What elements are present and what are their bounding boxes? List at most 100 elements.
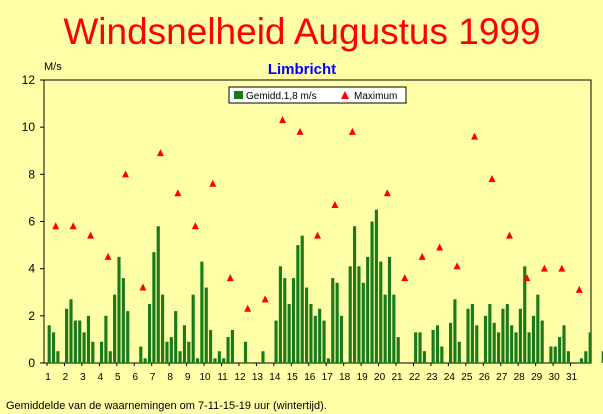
maximum-marker [418, 252, 426, 260]
x-tick-label: 24 [444, 372, 456, 383]
bar [483, 315, 488, 363]
bar [296, 245, 300, 363]
bar [300, 235, 304, 363]
maximum-marker [523, 274, 531, 282]
y-axis: 0 2 4 6 8 10 12 [22, 73, 44, 370]
bar [331, 278, 335, 363]
bar [584, 351, 588, 363]
y-tick-label: 10 [22, 120, 36, 134]
bar [139, 346, 143, 363]
bar [558, 337, 562, 363]
x-tick-label: 16 [304, 372, 316, 383]
bar [47, 325, 51, 363]
bar [353, 226, 357, 363]
bar [305, 287, 309, 363]
x-tick-label: 17 [322, 372, 334, 383]
bar [453, 299, 457, 363]
x-tick-label: 1 [45, 372, 51, 383]
maximum-marker [453, 262, 461, 270]
bar [191, 294, 195, 363]
bar-series [47, 209, 603, 363]
bar [579, 358, 584, 363]
maximum-marker [174, 189, 182, 197]
maximum-marker [122, 170, 130, 178]
maximum-series [52, 116, 583, 312]
bar [261, 351, 265, 363]
maximum-marker [52, 222, 60, 230]
x-tick-label: 8 [167, 372, 173, 383]
bar [361, 282, 365, 363]
bar [518, 308, 522, 363]
maximum-marker [296, 127, 304, 135]
bar [422, 351, 426, 363]
bar [283, 278, 287, 363]
bar [126, 311, 130, 363]
maximum-marker [488, 175, 496, 183]
bar [379, 261, 383, 363]
maximum-marker [348, 127, 356, 135]
x-tick-label: 20 [374, 372, 386, 383]
bar [187, 341, 191, 363]
bar [209, 329, 213, 363]
bar [86, 315, 91, 363]
x-tick-label: 29 [531, 372, 543, 383]
x-tick-label: 27 [496, 372, 508, 383]
bar [510, 325, 514, 363]
maximum-marker [156, 149, 164, 157]
x-tick-label: 13 [252, 372, 264, 383]
bar [65, 308, 69, 363]
bar [357, 266, 361, 363]
maximum-marker [69, 222, 77, 230]
bar [488, 304, 492, 363]
bar [274, 320, 278, 363]
bar [78, 320, 82, 363]
x-tick-label: 4 [98, 372, 104, 383]
bar [383, 294, 387, 363]
x-tick-label: 15 [287, 372, 299, 383]
bar [51, 332, 56, 363]
x-tick-label: 31 [566, 372, 578, 383]
maximum-marker [383, 189, 391, 197]
maximum-marker [261, 295, 269, 303]
bar [396, 337, 400, 363]
bar [501, 308, 505, 363]
maximum-marker [244, 304, 252, 312]
maximum-marker [331, 200, 339, 208]
bar [222, 358, 226, 363]
x-tick-label: 9 [185, 372, 191, 383]
bar [147, 304, 152, 363]
bar [213, 358, 217, 363]
x-tick-label: 7 [150, 372, 156, 383]
maximum-marker [436, 243, 444, 251]
bar [174, 311, 178, 363]
bar [536, 294, 540, 363]
bar [418, 332, 422, 363]
legend-maximum-marker [341, 91, 349, 99]
bar [287, 304, 291, 363]
y-axis-label: M/s [44, 61, 62, 73]
x-tick-label: 23 [426, 372, 438, 383]
bar [322, 320, 326, 363]
bar [348, 266, 352, 363]
bar [466, 308, 470, 363]
bar [195, 358, 200, 363]
maximum-marker [87, 231, 95, 239]
maximum-marker [540, 264, 548, 272]
bar [56, 351, 60, 363]
bar [200, 261, 204, 363]
x-tick-label: 14 [269, 372, 281, 383]
bar [431, 329, 435, 363]
x-tick-label: 5 [115, 372, 121, 383]
bar [156, 226, 160, 363]
x-tick-label: 18 [339, 372, 351, 383]
y-tick-label: 0 [28, 356, 35, 370]
bar [440, 346, 444, 363]
bar [313, 315, 317, 363]
footnote: Gemiddelde van de waarnemingen om 7-11-1… [6, 400, 327, 412]
bar [230, 329, 234, 363]
bar [562, 325, 566, 363]
bar [108, 351, 112, 363]
bar [553, 346, 557, 363]
bar [392, 294, 396, 363]
